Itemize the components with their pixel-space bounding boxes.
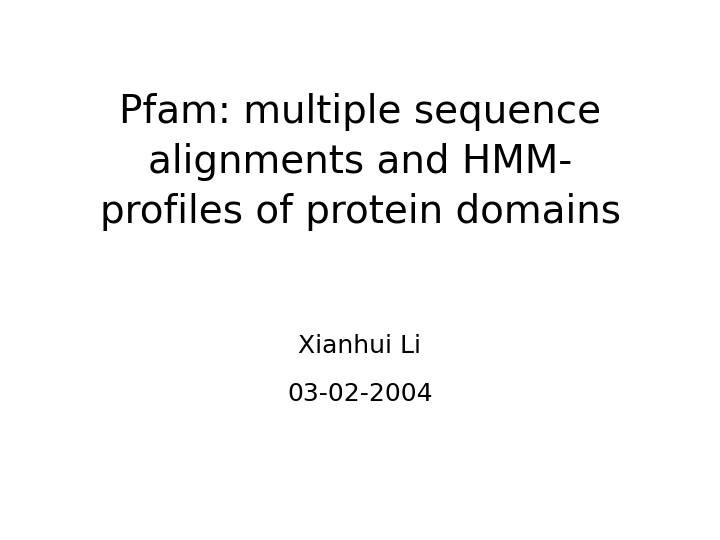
Text: 03-02-2004: 03-02-2004 bbox=[287, 382, 433, 406]
Text: Xianhui Li: Xianhui Li bbox=[299, 334, 421, 357]
Text: Pfam: multiple sequence
alignments and HMM-
profiles of protein domains: Pfam: multiple sequence alignments and H… bbox=[99, 93, 621, 231]
